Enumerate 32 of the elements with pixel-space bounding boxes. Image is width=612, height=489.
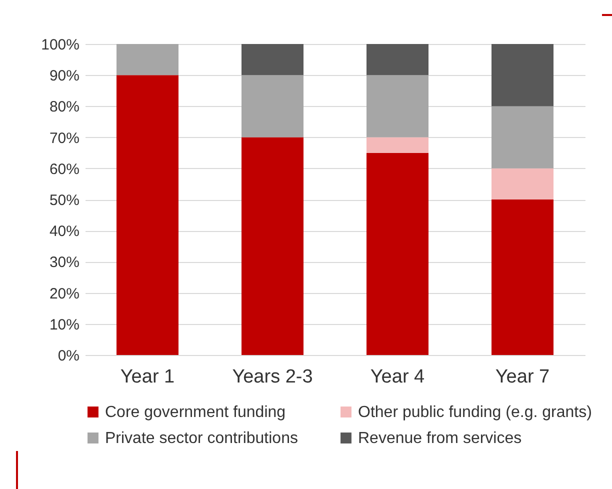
bar bbox=[242, 44, 304, 76]
bar bbox=[366, 152, 428, 355]
bar bbox=[492, 106, 554, 168]
bar bbox=[242, 137, 304, 355]
y-tick-label: 80% bbox=[49, 98, 80, 116]
bar bbox=[366, 75, 428, 138]
bar bbox=[366, 44, 428, 76]
legend-label: Other public funding (e.g. grants) bbox=[358, 404, 592, 421]
legend-label: Private sector contributions bbox=[105, 430, 298, 447]
bar bbox=[492, 200, 554, 355]
x-tick-label: Year 4 bbox=[370, 366, 426, 388]
y-tick-label: 40% bbox=[49, 223, 80, 240]
bar bbox=[492, 44, 554, 106]
y-tick-label: 10% bbox=[49, 316, 80, 334]
y-tick-label: 60% bbox=[49, 160, 80, 178]
y-tick-label: 30% bbox=[49, 254, 80, 272]
x-tick-label: Years 2-3 bbox=[232, 366, 313, 388]
bar bbox=[242, 75, 304, 138]
y-tick-label: 100% bbox=[41, 36, 80, 54]
bar bbox=[492, 168, 554, 200]
legend-label: Core government funding bbox=[105, 404, 286, 421]
bar bbox=[116, 44, 178, 76]
bar bbox=[366, 137, 428, 153]
y-tick-label: 70% bbox=[49, 130, 80, 147]
y-tick-label: 20% bbox=[49, 285, 80, 302]
legend-label: Revenue from services bbox=[358, 430, 522, 447]
x-tick-label: Year 1 bbox=[120, 366, 175, 388]
x-tick-label: Year 7 bbox=[495, 366, 550, 388]
y-tick-label: 0% bbox=[58, 348, 80, 364]
y-tick-label: 50% bbox=[49, 192, 80, 209]
bar bbox=[116, 75, 178, 355]
y-tick-label: 90% bbox=[49, 68, 80, 85]
